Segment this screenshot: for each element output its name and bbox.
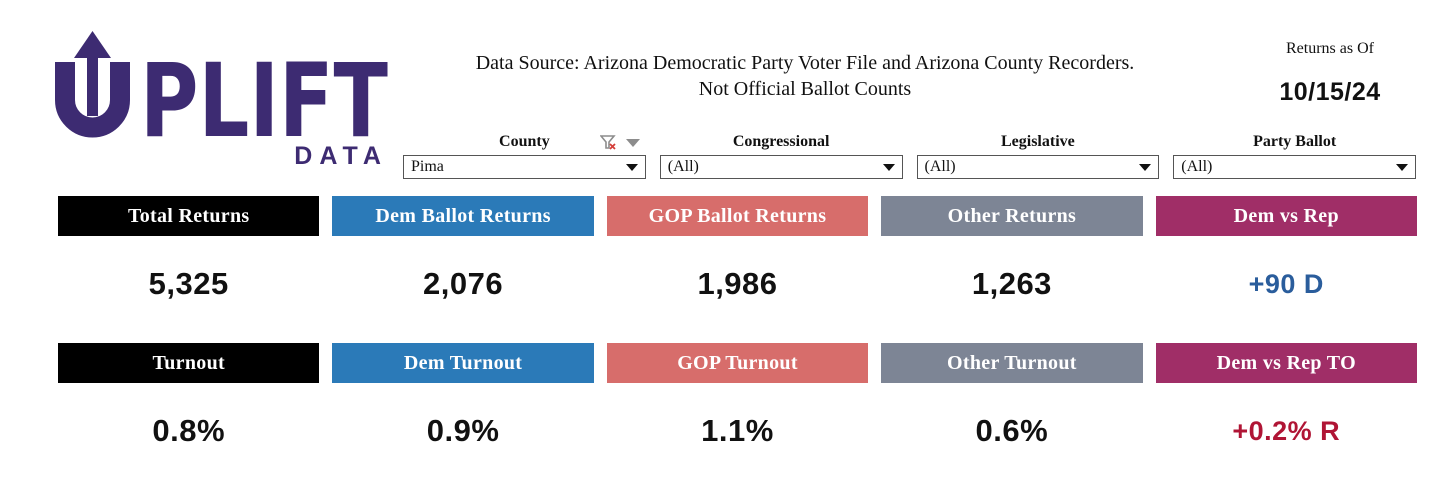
card-header: Turnout <box>58 343 320 383</box>
card-other-turnout: Other Turnout 0.6% <box>881 343 1143 449</box>
congressional-dropdown-value: (All) <box>667 158 699 175</box>
card-value: 0.6% <box>975 413 1049 448</box>
card-header: Dem vs Rep <box>1155 196 1417 236</box>
filter-congressional: Congressional (All) <box>659 133 903 179</box>
county-dropdown-value: Pima <box>411 158 444 175</box>
congressional-dropdown[interactable]: (All) <box>659 155 903 179</box>
filter-county: County Pima <box>403 133 646 179</box>
filter-menu-caret-icon[interactable] <box>625 138 640 147</box>
filter-legislative: Legislative (All) <box>916 133 1160 179</box>
card-header: Total Returns <box>58 196 320 236</box>
party-ballot-dropdown-value: (All) <box>1181 158 1213 175</box>
returns-as-of-date: 10/15/24 <box>1279 78 1381 106</box>
card-dem-vs-rep: Dem vs Rep +90 D <box>1155 196 1417 302</box>
card-value: 5,325 <box>148 266 229 301</box>
card-value: 1,986 <box>697 266 778 301</box>
uplift-logo: PLIFT DATA <box>55 22 390 171</box>
county-dropdown[interactable]: Pima <box>403 155 646 179</box>
card-gop-ballot-returns: GOP Ballot Returns 1,986 <box>606 196 869 302</box>
card-value: 2,076 <box>423 266 504 301</box>
legislative-dropdown-value: (All) <box>924 158 956 175</box>
filter-legislative-label: Legislative <box>1000 133 1075 150</box>
card-value: +90 D <box>1248 269 1324 299</box>
data-source-note: Data Source: Arizona Democratic Party Vo… <box>420 50 1190 102</box>
card-value: 1,263 <box>971 266 1052 301</box>
card-header: GOP Ballot Returns <box>606 196 869 236</box>
svg-text:PLIFT: PLIFT <box>140 42 388 142</box>
card-header: Dem Turnout <box>332 343 594 383</box>
card-value: +0.2% R <box>1232 416 1341 446</box>
filter-bar: County Pima Congressional (All) <box>403 133 1416 179</box>
returns-as-of: Returns as Of 10/15/24 <box>1230 40 1430 107</box>
card-value: 1.1% <box>701 413 774 448</box>
card-other-returns: Other Returns 1,263 <box>881 196 1143 302</box>
returns-as-of-label: Returns as Of <box>1286 40 1374 57</box>
card-header: Dem Ballot Returns <box>332 196 594 236</box>
card-header: GOP Turnout <box>606 343 869 383</box>
card-dem-vs-rep-to: Dem vs Rep TO +0.2% R <box>1155 343 1417 449</box>
card-turnout: Turnout 0.8% <box>58 343 320 449</box>
filter-party-ballot-label: Party Ballot <box>1253 133 1337 150</box>
filter-party-ballot: Party Ballot (All) <box>1173 133 1416 179</box>
logo-subtext: DATA <box>294 142 388 170</box>
card-header: Other Turnout <box>881 343 1143 383</box>
uplift-logo-icon: PLIFT <box>55 31 388 142</box>
clear-filter-icon[interactable] <box>599 135 617 150</box>
card-header: Dem vs Rep TO <box>1155 343 1417 383</box>
data-source-line1: Data Source: Arizona Democratic Party Vo… <box>475 52 1135 74</box>
card-dem-ballot-returns: Dem Ballot Returns 2,076 <box>332 196 594 302</box>
card-header: Other Returns <box>881 196 1143 236</box>
card-value: 0.8% <box>152 413 226 448</box>
dropdown-caret-icon <box>882 163 895 171</box>
card-gop-turnout: GOP Turnout 1.1% <box>606 343 869 449</box>
filter-county-label: County <box>499 133 550 150</box>
party-ballot-dropdown[interactable]: (All) <box>1173 155 1416 179</box>
filter-congressional-label: Congressional <box>732 133 830 150</box>
data-source-line2: Not Official Ballot Counts <box>698 78 912 100</box>
dropdown-caret-icon <box>625 163 638 171</box>
card-value: 0.9% <box>426 413 500 448</box>
legislative-dropdown[interactable]: (All) <box>916 155 1160 179</box>
dropdown-caret-icon <box>1396 163 1408 171</box>
dropdown-caret-icon <box>1139 163 1152 171</box>
turnout-row: Turnout 0.8% Dem Turnout 0.9% GOP Turnou… <box>58 343 1417 449</box>
returns-row: Total Returns 5,325 Dem Ballot Returns 2… <box>58 196 1417 302</box>
card-dem-turnout: Dem Turnout 0.9% <box>332 343 594 449</box>
card-total-returns: Total Returns 5,325 <box>58 196 320 302</box>
